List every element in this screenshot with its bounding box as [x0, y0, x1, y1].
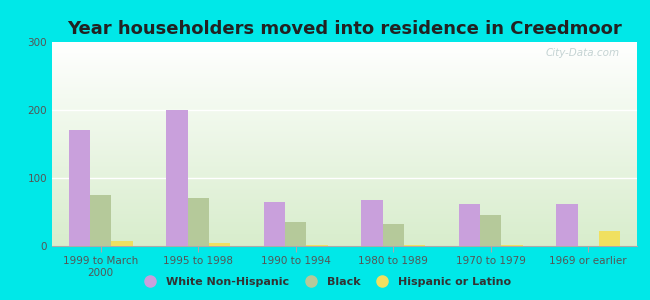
Bar [459, 204, 480, 246]
Bar [361, 200, 382, 246]
Bar [90, 195, 112, 246]
Bar [188, 198, 209, 246]
Legend: White Non-Hispanic, Black, Hispanic or Latino: White Non-Hispanic, Black, Hispanic or L… [135, 273, 515, 291]
Text: City-Data.com: City-Data.com [545, 48, 619, 58]
Bar [404, 244, 426, 246]
Bar [209, 243, 230, 246]
Bar [599, 231, 620, 246]
Bar [166, 110, 187, 246]
Bar [285, 222, 307, 246]
Bar [382, 224, 404, 246]
Bar [556, 204, 577, 246]
Title: Year householders moved into residence in Creedmoor: Year householders moved into residence i… [67, 20, 622, 38]
Bar [68, 130, 90, 246]
Bar [307, 244, 328, 246]
Bar [480, 215, 502, 246]
Bar [264, 202, 285, 246]
Bar [112, 241, 133, 246]
Bar [502, 244, 523, 246]
